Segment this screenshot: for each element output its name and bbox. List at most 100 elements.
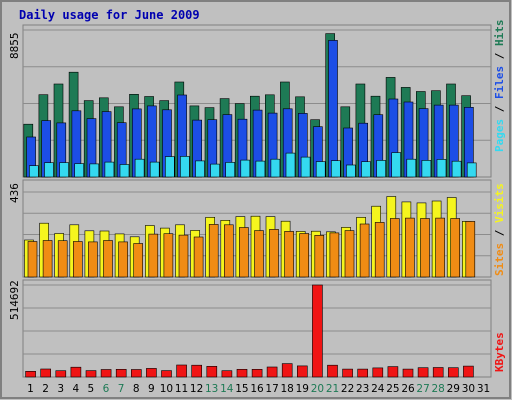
x-tick-day-22: 22: [341, 383, 354, 395]
bar-sites-day-5: [88, 241, 98, 278]
x-tick-day-24: 24: [371, 383, 385, 395]
bar-sites-day-18: [284, 231, 294, 278]
bar-kbytes-day-3: [55, 370, 67, 378]
x-tick-day-11: 11: [175, 383, 188, 395]
x-tick-day-14: 14: [220, 383, 234, 395]
bar-kbytes-day-27: [417, 367, 429, 378]
x-tick-day-21: 21: [326, 383, 339, 395]
bar-kbytes-day-18: [281, 363, 293, 378]
bar-sites-day-22: [344, 230, 355, 278]
bar-pages-day-7: [119, 164, 130, 178]
bar-sites-day-29: [450, 218, 461, 278]
bar-kbytes-day-16: [251, 368, 263, 378]
bar-pages-day-20: [315, 161, 326, 178]
bar-sites-day-23: [359, 223, 370, 278]
x-tick-day-23: 23: [356, 383, 369, 395]
x-tick-day-2: 2: [42, 383, 49, 395]
bar-kbytes-day-6: [100, 369, 112, 378]
bar-kbytes-day-10: [161, 370, 172, 378]
bar-kbytes-day-14: [221, 370, 233, 378]
volume-series-label: KBytes: [493, 332, 506, 372]
visitors-bars: [24, 196, 476, 278]
volume-gridlines: [23, 284, 491, 355]
bar-kbytes-day-21: [327, 364, 338, 378]
series-label-part-0: KBytes: [493, 332, 506, 372]
bar-pages-day-21: [330, 160, 341, 178]
bar-pages-day-23: [361, 161, 371, 178]
bar-pages-day-4: [74, 163, 84, 178]
bar-kbytes-day-1: [25, 370, 36, 378]
bar-kbytes-day-8: [131, 369, 142, 378]
bar-sites-day-30: [465, 221, 476, 278]
bar-kbytes-day-26: [402, 368, 414, 378]
bar-kbytes-day-24: [372, 367, 384, 378]
bar-sites-day-26: [405, 217, 415, 278]
x-tick-day-15: 15: [235, 383, 248, 395]
bar-pages-day-11: [180, 156, 190, 178]
bar-kbytes-day-4: [70, 366, 82, 378]
bar-kbytes-day-5: [85, 370, 97, 378]
bar-kbytes-day-25: [387, 366, 399, 378]
bar-pages-day-22: [346, 164, 356, 178]
traffic-series-label: Pages / Files / Hits: [493, 20, 506, 153]
visitors-series-label: Sites / Visits: [493, 183, 506, 276]
bar-pages-day-10: [165, 156, 175, 178]
bar-pages-day-19: [300, 156, 311, 178]
x-tick-day-7: 7: [118, 383, 125, 395]
x-tick-day-31: 31: [477, 383, 490, 395]
bar-kbytes-day-30: [463, 365, 474, 378]
bar-sites-day-7: [118, 241, 128, 278]
bar-pages-day-2: [44, 162, 54, 178]
x-tick-day-13: 13: [205, 383, 218, 395]
x-tick-day-28: 28: [432, 383, 445, 395]
bar-sites-day-11: [178, 234, 189, 278]
x-tick-day-16: 16: [250, 383, 264, 395]
x-tick-day-6: 6: [103, 383, 110, 395]
bar-pages-day-28: [436, 159, 447, 178]
bar-sites-day-19: [299, 233, 310, 278]
bar-files-day-21: [328, 40, 338, 178]
x-tick-day-19: 19: [296, 383, 309, 395]
bar-sites-day-8: [133, 243, 143, 278]
visitors-panel: 436 Sites / Visits: [8, 179, 506, 278]
bar-sites-day-27: [420, 218, 430, 278]
chart-title: Daily usage for June 2009: [19, 8, 200, 22]
traffic-bars: [23, 33, 477, 178]
series-label-part-4: Hits: [493, 20, 506, 47]
x-tick-day-4: 4: [72, 383, 79, 395]
bar-pages-day-30: [466, 162, 477, 178]
bar-sites-day-21: [329, 232, 340, 278]
series-label-part-2: Visits: [493, 183, 506, 223]
bar-sites-day-28: [435, 217, 445, 278]
traffic-panel: 8855 Pages / Files / Hits: [8, 20, 506, 178]
bar-sites-day-12: [193, 236, 204, 278]
volume-panel: 514692 KBytes: [8, 279, 506, 378]
bar-pages-day-8: [134, 158, 145, 178]
bar-pages-day-25: [391, 152, 402, 178]
bar-kbytes-day-9: [146, 368, 157, 378]
bar-sites-day-17: [269, 229, 279, 278]
x-tick-day-26: 26: [401, 383, 415, 395]
bar-kbytes-day-23: [357, 368, 369, 378]
series-label-part-0: Pages: [493, 119, 506, 152]
bar-sites-day-16: [254, 230, 264, 278]
bar-pages-day-27: [421, 160, 432, 178]
bar-sites-day-13: [208, 224, 219, 278]
bar-sites-day-14: [224, 224, 234, 278]
bar-pages-day-17: [270, 158, 281, 178]
x-tick-day-29: 29: [447, 383, 460, 395]
x-tick-day-17: 17: [265, 383, 278, 395]
bar-kbytes-day-11: [176, 364, 187, 378]
bar-kbytes-day-28: [432, 367, 444, 378]
bar-sites-day-3: [57, 240, 68, 278]
bar-sites-day-6: [103, 240, 113, 278]
bar-sites-day-2: [42, 240, 53, 278]
day-axis: 1 2 3 4 5 6 7 8 9 10 11 12 13 14 15 16 17 18 19 20 21 22 23 24 2…: [27, 383, 490, 395]
x-tick-day-30: 30: [462, 383, 475, 395]
series-label-part-2: Files: [493, 66, 506, 99]
volume-plot-area: [22, 279, 492, 378]
bar-pages-day-26: [406, 158, 417, 178]
x-tick-day-9: 9: [148, 383, 155, 395]
bar-kbytes-day-17: [266, 366, 278, 378]
